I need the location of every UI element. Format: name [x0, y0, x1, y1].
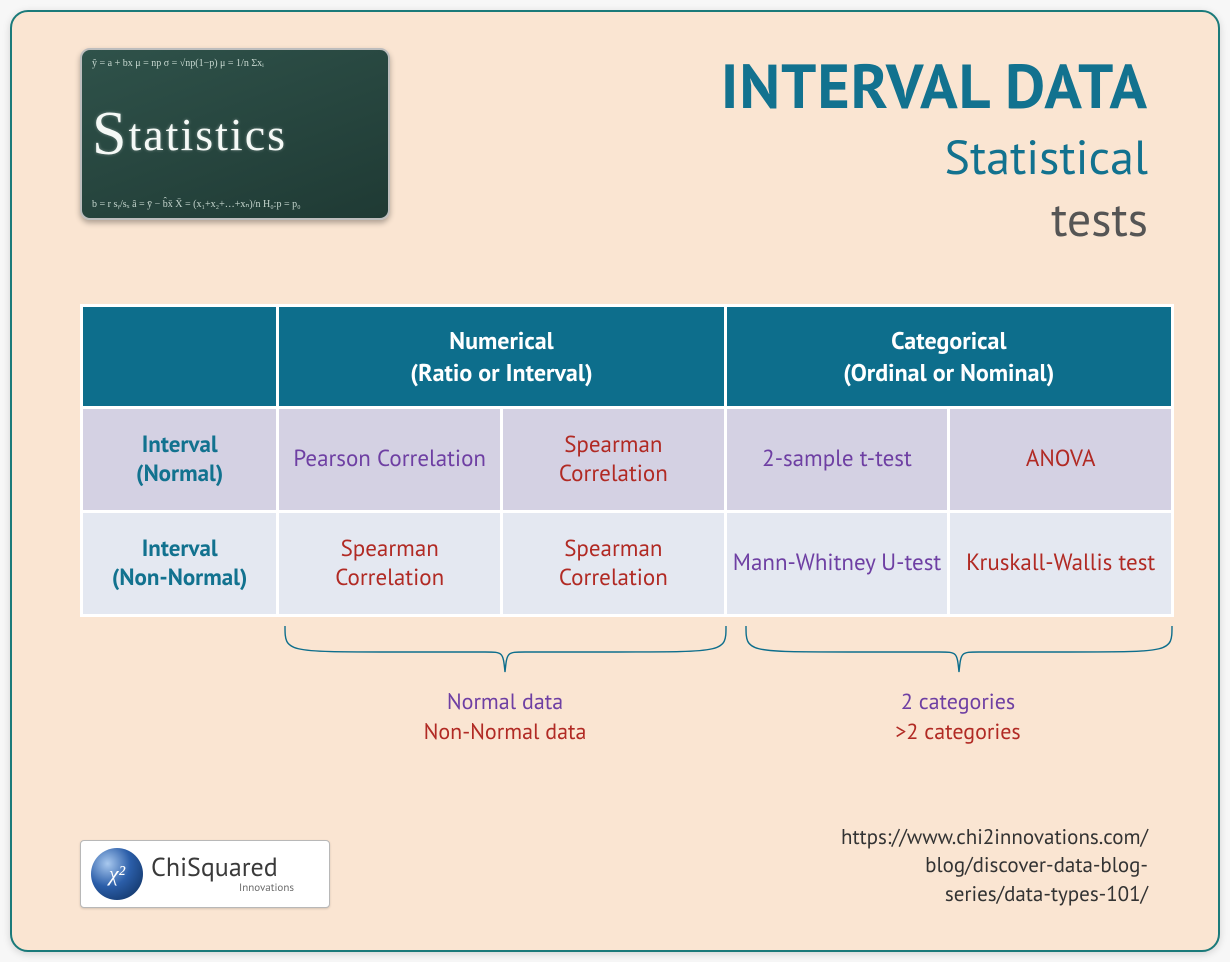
title-sub2: tests [721, 188, 1148, 250]
legend-left: Normal data Non-Normal data [295, 688, 715, 747]
cell-pearson: Pearson Correlation [278, 408, 502, 512]
header-numerical: Numerical (Ratio or Interval) [278, 306, 725, 408]
cell-spearman-3: Spearman Correlation [502, 512, 726, 616]
brace-left-icon [283, 624, 728, 684]
row-label-normal: Interval(Normal) [82, 408, 278, 512]
cell-anova: ANOVA [949, 408, 1173, 512]
brace-right-icon [744, 624, 1174, 684]
slide: ŷ = a + bx μ = np σ = √np(1−p) μ = 1/n Σ… [10, 10, 1220, 952]
cell-mannwhitney: Mann-Whitney U-test [725, 512, 949, 616]
chisquared-logo: ChiSquared Innovations [80, 840, 330, 908]
cell-spearman-1: Spearman Correlation [502, 408, 726, 512]
header-categorical: Categorical (Ordinal or Nominal) [725, 306, 1172, 408]
table-row: Interval(Normal) Pearson Correlation Spe… [82, 408, 1173, 512]
cell-kruskall: Kruskall-Wallis test [949, 512, 1173, 616]
cell-ttest: 2-sample t-test [725, 408, 949, 512]
row-label-nonnormal: Interval(Non-Normal) [82, 512, 278, 616]
cell-spearman-2: Spearman Correlation [278, 512, 502, 616]
title-sub1: Statistical [721, 126, 1148, 188]
tests-table: Numerical (Ratio or Interval) Categorica… [80, 304, 1174, 617]
formula-bottom: b = r sᵧ/sₓ â = ȳ − b̂x̄ X̄ = (x₁+x₂+…+x… [92, 199, 378, 210]
statistics-chalkboard: ŷ = a + bx μ = np σ = √np(1−p) μ = 1/n Σ… [80, 48, 390, 220]
title-main: INTERVAL DATA [721, 46, 1148, 126]
header-corner [82, 306, 278, 408]
chi-globe-icon [91, 848, 143, 900]
title-block: INTERVAL DATA Statistical tests [721, 46, 1148, 250]
table-row: Interval(Non-Normal) Spearman Correlatio… [82, 512, 1173, 616]
legend-right: 2 categories >2 categories [748, 688, 1168, 747]
statistics-word: Statistics [92, 69, 378, 199]
formula-top: ŷ = a + bx μ = np σ = √np(1−p) μ = 1/n Σ… [92, 58, 378, 69]
source-url: https://www.chi2innovations.com/ blog/di… [841, 823, 1148, 908]
logo-text: ChiSquared Innovations [151, 855, 294, 894]
